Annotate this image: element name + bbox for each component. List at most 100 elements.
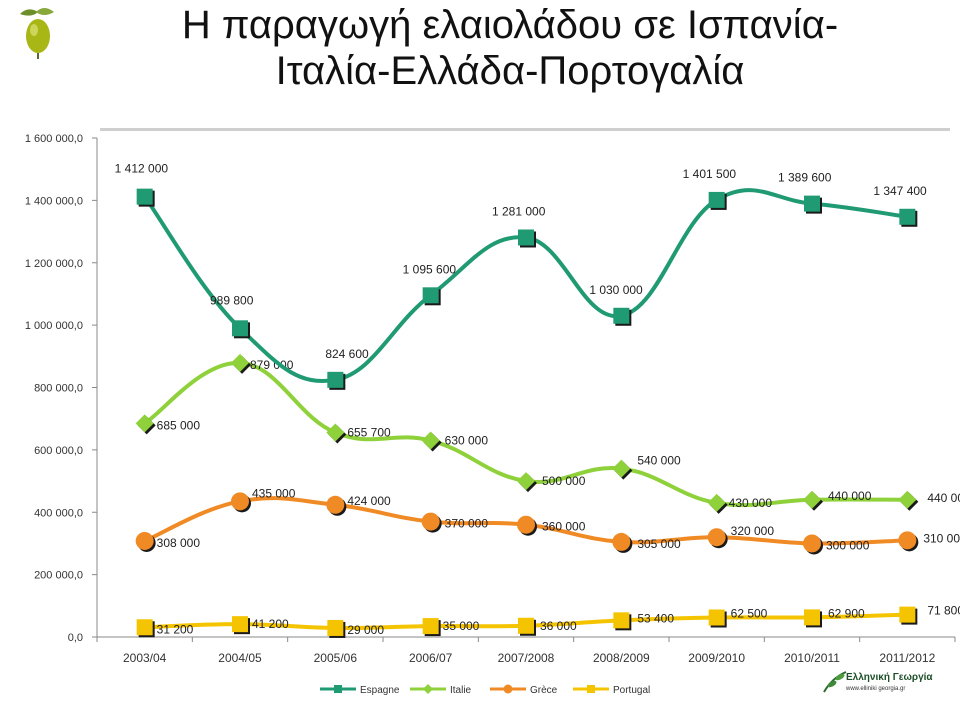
- data-point: [231, 353, 249, 372]
- data-label: 430 000: [729, 496, 773, 510]
- legend-swatch-marker: [503, 684, 513, 694]
- brand-logo: Ελληνική Γεωργία www.elliniki georgia.gr: [822, 668, 952, 700]
- data-point: [612, 459, 631, 478]
- data-point: [708, 609, 725, 626]
- data-label: 36 000: [540, 619, 577, 633]
- data-label: 435 000: [252, 486, 296, 500]
- data-point: [421, 512, 440, 531]
- data-label: 300 000: [826, 538, 870, 552]
- data-label: 31 200: [157, 622, 194, 636]
- data-label: 29 000: [347, 623, 384, 637]
- x-tick-label: 2006/07: [409, 651, 453, 665]
- data-label: 310 000: [923, 531, 960, 545]
- data-point: [898, 531, 917, 550]
- data-label: 1 281 000: [492, 204, 546, 218]
- data-label: 360 000: [542, 520, 586, 534]
- series-espagne: 1 412 000 989 800 824 600 1 095 600 1 281 00…: [115, 162, 927, 390]
- y-tick-label: 1 000 000,0: [25, 320, 83, 332]
- data-point: [518, 229, 534, 246]
- data-point: [421, 431, 440, 450]
- logo-name: Ελληνική Γεωργία: [846, 672, 933, 683]
- data-label: 630 000: [445, 434, 489, 448]
- data-label: 440 000: [927, 491, 960, 505]
- y-tick-label: 600 000,0: [34, 445, 83, 457]
- x-tick-label: 2011/2012: [879, 651, 935, 665]
- data-label: 370 000: [445, 517, 489, 531]
- data-point: [517, 515, 535, 534]
- data-point: [613, 307, 630, 324]
- x-tick-label: 2005/06: [314, 651, 358, 665]
- data-label: 35 000: [443, 619, 480, 633]
- y-tick-label: 1 200 000,0: [25, 258, 83, 270]
- data-label: 1 389 600: [778, 171, 832, 185]
- title-divider: [100, 128, 950, 131]
- page-title: Η παραγωγή ελαιολάδου σε Ισπανία- Ιταλία…: [70, 2, 950, 94]
- data-label: 71 800: [927, 604, 960, 618]
- data-label: 41 200: [252, 617, 289, 631]
- data-label: 440 000: [828, 489, 872, 503]
- data-label: 685 000: [157, 418, 201, 432]
- data-point: [804, 609, 820, 626]
- data-point: [804, 195, 820, 212]
- data-label: 308 000: [157, 536, 201, 550]
- data-label: 500 000: [542, 474, 586, 488]
- x-tick-label: 2003/04: [123, 651, 167, 665]
- data-point: [327, 619, 344, 636]
- data-point: [422, 287, 439, 304]
- x-tick-label: 2007/2008: [498, 651, 555, 665]
- chart-legend: Espagne Italie Grèce Portugal: [320, 684, 650, 696]
- data-point: [803, 490, 821, 509]
- data-point: [803, 534, 821, 553]
- legend-label: Espagne: [360, 685, 400, 696]
- page-title-line-1: Η παραγωγή ελαιολάδου σε Ισπανία-: [181, 3, 839, 47]
- series-grce: 308 000 435 000 424 000 370 000 360 000 305 0…: [135, 486, 960, 555]
- x-tick-label: 2009/2010: [688, 651, 745, 665]
- data-point: [708, 191, 725, 208]
- data-point: [899, 606, 916, 623]
- olive-icon: [20, 8, 54, 59]
- data-label: 1 030 000: [589, 283, 643, 297]
- data-label: 1 095 600: [403, 262, 457, 276]
- y-tick-label: 1 400 000,0: [25, 195, 83, 207]
- data-label: 424 000: [347, 494, 391, 508]
- legend-label: Italie: [450, 685, 472, 696]
- data-point: [135, 414, 154, 433]
- data-label: 62 900: [828, 606, 865, 620]
- y-tick-label: 800 000,0: [34, 383, 83, 395]
- y-tick-label: 400 000,0: [34, 507, 83, 519]
- data-label: 655 700: [347, 426, 391, 440]
- data-point: [612, 532, 631, 551]
- data-point: [136, 188, 153, 205]
- legend-swatch-marker: [423, 684, 433, 694]
- y-tick-label: 1 600 000,0: [25, 133, 83, 145]
- data-point: [135, 531, 154, 550]
- data-label: 62 500: [731, 607, 768, 621]
- data-point: [136, 619, 153, 636]
- data-point: [518, 617, 534, 634]
- series-portugal: 31 200 41 200 29 000 35 000 36 000 53 400 62 5…: [136, 604, 960, 638]
- data-label: 1 347 400: [873, 184, 927, 198]
- logo-url: www.elliniki georgia.gr: [846, 686, 906, 692]
- logo-text: Ελληνική Γεωργία www.elliniki georgia.gr: [846, 670, 946, 698]
- data-label: 989 800: [210, 293, 254, 307]
- legend-label: Portugal: [613, 685, 650, 696]
- data-label: 305 000: [637, 537, 681, 551]
- data-point: [707, 493, 726, 512]
- y-tick-label: 200 000,0: [34, 570, 83, 582]
- data-point: [899, 208, 916, 225]
- data-point: [517, 472, 535, 491]
- x-tick-label: 2004/05: [218, 651, 262, 665]
- legend-swatch-marker: [334, 685, 342, 693]
- x-tick-label: 2008/2009: [593, 651, 650, 665]
- data-point: [327, 371, 344, 388]
- data-label: 824 600: [325, 347, 369, 361]
- data-label: 1 412 000: [115, 162, 169, 176]
- data-point: [326, 495, 345, 514]
- data-label: 1 401 500: [683, 167, 737, 181]
- x-tick-label: 2010/2011: [784, 651, 840, 665]
- data-point: [232, 616, 248, 633]
- data-point: [326, 423, 345, 442]
- data-point: [422, 618, 439, 635]
